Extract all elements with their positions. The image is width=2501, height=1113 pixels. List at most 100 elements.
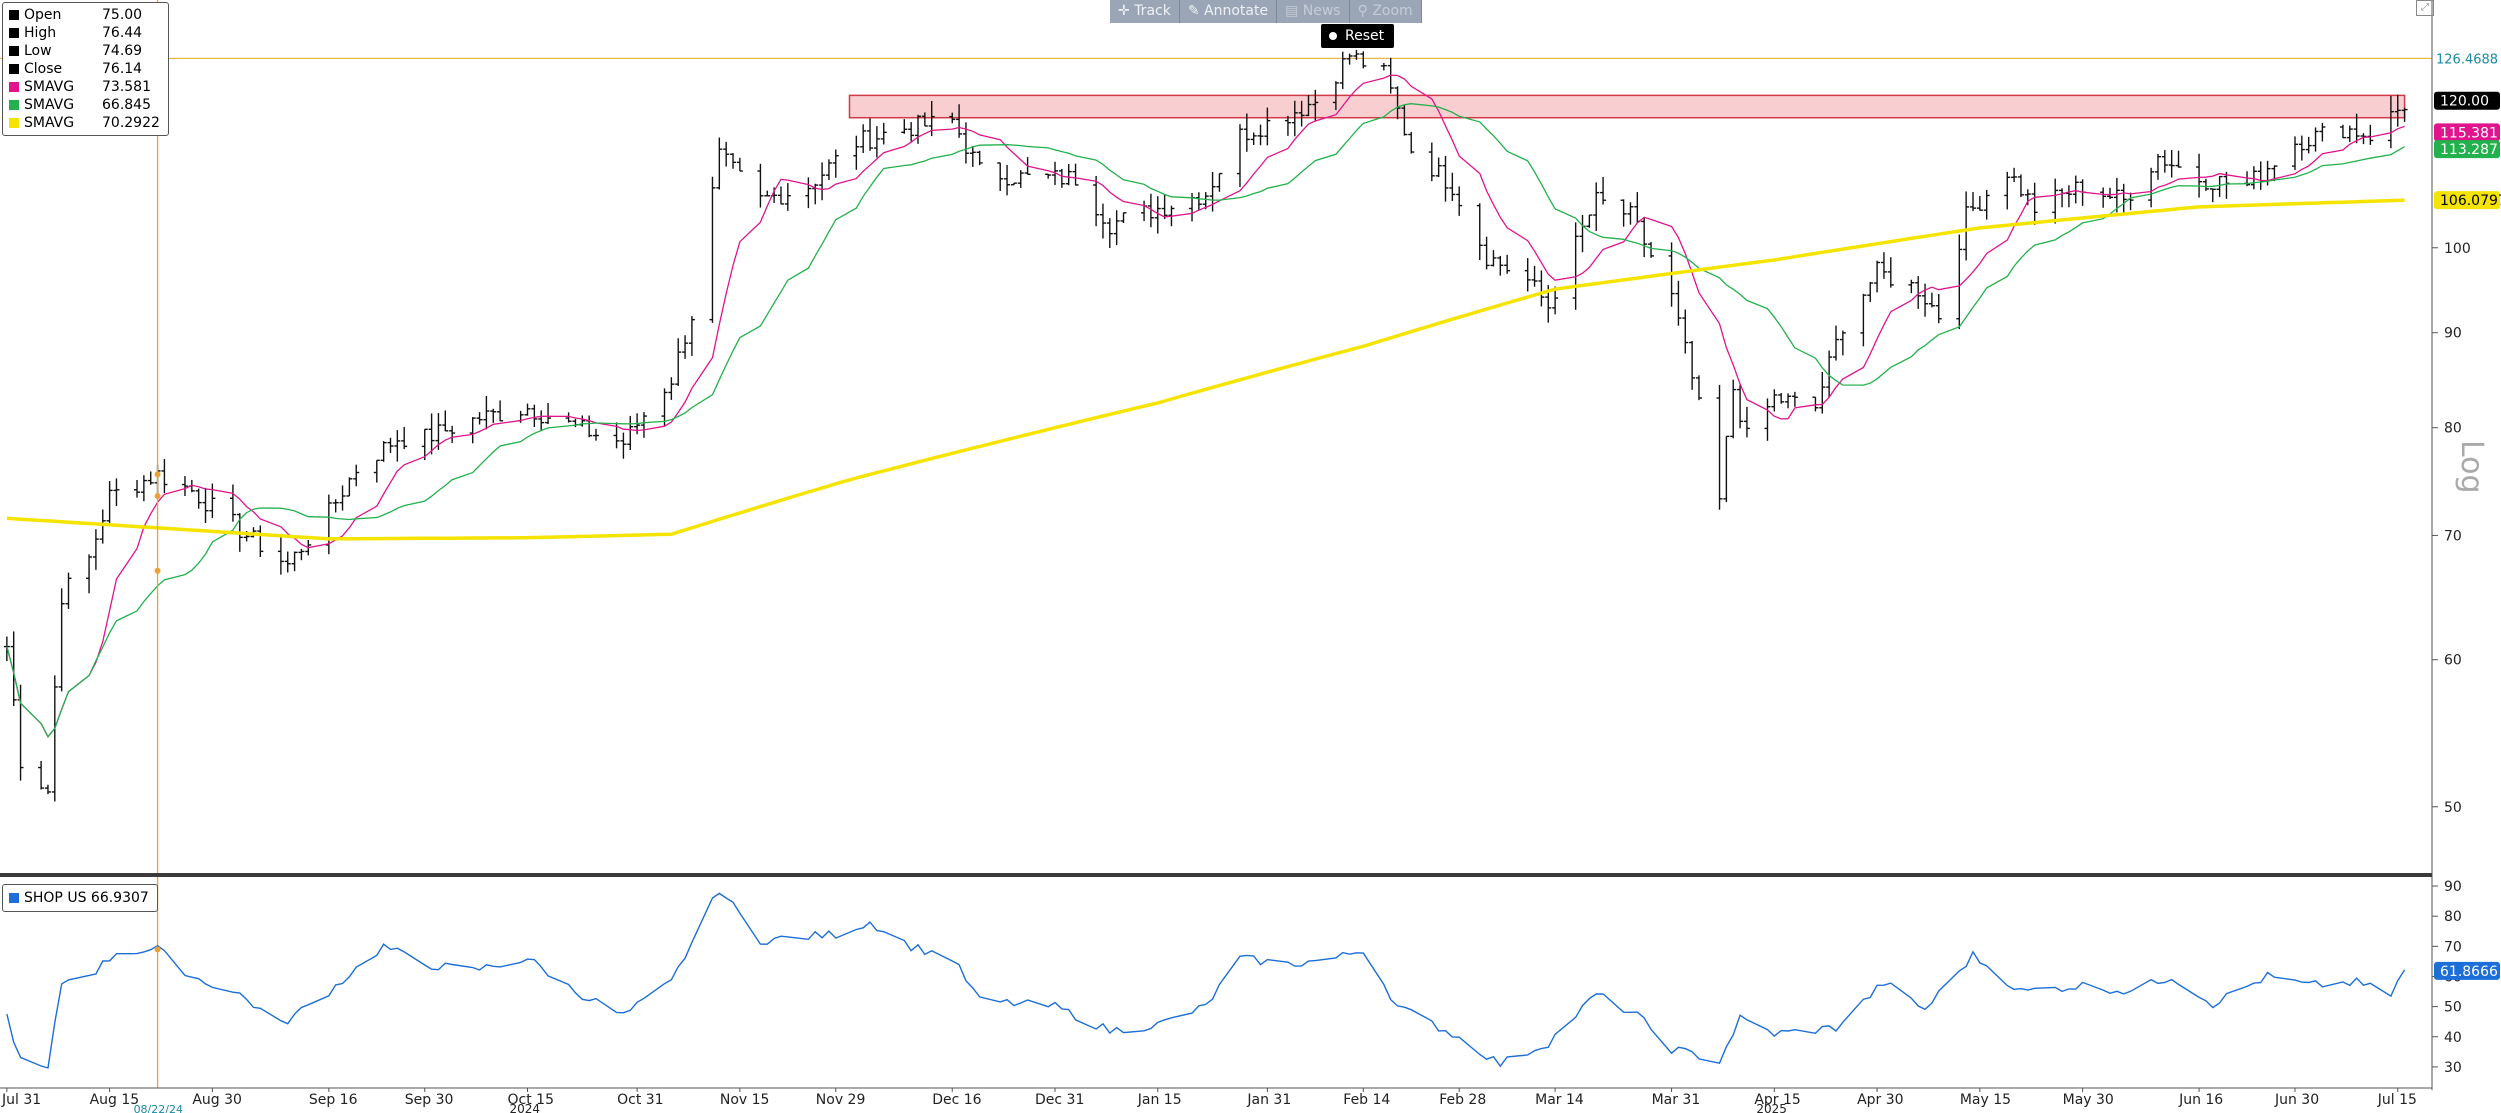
price-label-text: 115.381 — [2440, 125, 2498, 141]
legend-label: Open — [24, 7, 62, 23]
price-label-tag — [2434, 191, 2500, 210]
track-button[interactable]: ✛ Track — [1110, 0, 1180, 23]
sma-slow-line[interactable] — [6, 198, 2405, 541]
time-tick-label: Jun 16 — [2178, 1092, 2223, 1108]
price-label-text: 113.287 — [2440, 142, 2498, 158]
news-button[interactable]: ▤ News — [1277, 0, 1350, 23]
rsi-tick-label: 90 — [2444, 879, 2462, 895]
sma-mid-line[interactable] — [6, 103, 2405, 738]
time-tick-label: Jul 31 — [1, 1092, 41, 1108]
time-tick-label: May 30 — [2063, 1092, 2114, 1108]
legend-value: 70.2922 — [102, 115, 160, 131]
time-tick-label: Jan 31 — [1246, 1092, 1291, 1108]
legend-value: 76.44 — [102, 25, 143, 41]
reset-button[interactable]: Reset — [1321, 24, 1395, 48]
crosshair-icon: ✛ — [1118, 3, 1135, 19]
rsi-line[interactable] — [6, 892, 2406, 1069]
legend-row: SMAVG 73.581 — [9, 78, 160, 96]
year-label: 2024 — [510, 1102, 541, 1113]
zoom-button[interactable]: ⚲ Zoom — [1349, 0, 1422, 23]
legend-swatch — [9, 118, 19, 128]
resistance-zone[interactable] — [848, 94, 2406, 119]
panel-divider[interactable] — [0, 873, 2432, 877]
legend-label: SMAVG — [24, 97, 75, 113]
chart-toolbar: ✛ Track ✎ Annotate ▤ News ⚲ Zoom — [1110, 0, 1422, 23]
legend-label: Low — [24, 43, 52, 59]
annotate-button[interactable]: ✎ Annotate — [1179, 0, 1278, 23]
price-label-text: 120.00 — [2440, 94, 2489, 110]
crosshair-date-label: 08/22/24 — [134, 1103, 183, 1113]
legend-swatch — [9, 10, 19, 20]
legend-label: SHOP US — [24, 890, 87, 906]
legend-swatch — [9, 893, 19, 903]
price-label-tag — [2434, 140, 2500, 159]
crosshair-marker — [154, 493, 161, 500]
price-tick-label: 60 — [2444, 653, 2462, 669]
time-tick-label: May 15 — [1960, 1092, 2011, 1108]
rsi-legend: SHOP US 66.9307 — [2, 884, 158, 912]
rsi-last-tag — [2434, 961, 2500, 980]
crosshair-marker — [154, 567, 161, 574]
rsi-tick-label: 50 — [2444, 1000, 2462, 1016]
time-tick-label: Nov 15 — [720, 1092, 770, 1108]
legend-value: 73.581 — [102, 79, 151, 95]
time-tick-label: Aug 15 — [90, 1092, 140, 1108]
reset-icon — [1329, 32, 1337, 40]
time-tick-label: Apr 15 — [1754, 1092, 1800, 1108]
rsi-tick-label: 30 — [2444, 1060, 2462, 1076]
time-tick-label: Feb 28 — [1439, 1092, 1486, 1108]
legend-swatch — [9, 82, 19, 92]
legend-value: 76.14 — [102, 61, 143, 77]
ohlc-legend: Open 75.00 High 76.44 Low 74.69 Close 76.14 SMAV… — [2, 2, 169, 136]
time-tick-label: Oct 31 — [617, 1092, 663, 1108]
legend-label: SMAVG — [24, 115, 75, 131]
magnifier-icon: ⚲ — [1357, 3, 1373, 19]
legend-value: 74.69 — [102, 43, 143, 59]
horizontal-level-label: 126.4688 — [2436, 52, 2498, 67]
price-label-tag — [2434, 123, 2500, 142]
time-tick-label: Dec 31 — [1035, 1092, 1084, 1108]
rsi-last-text: 61.8666 — [2440, 964, 2498, 980]
pencil-icon: ✎ — [1187, 3, 1205, 19]
price-tick-label: 90 — [2444, 326, 2462, 342]
price-label-tag — [2434, 91, 2500, 110]
time-tick-label: Sep 16 — [309, 1092, 358, 1108]
time-tick-label: Jul 15 — [2377, 1092, 2417, 1108]
price-tick-label: 70 — [2444, 528, 2462, 544]
legend-row: High 76.44 — [9, 24, 160, 42]
legend-label: Close — [24, 61, 63, 77]
legend-swatch — [9, 100, 19, 110]
legend-value: 66.9307 — [90, 890, 149, 906]
legend-label: High — [24, 25, 57, 41]
legend-row: SMAVG 70.2922 — [9, 114, 160, 132]
time-tick-label: Dec 16 — [932, 1092, 981, 1108]
time-tick-label: Oct 15 — [508, 1092, 554, 1108]
sma-fast-line[interactable] — [6, 74, 2405, 738]
price-tick-label: 50 — [2444, 800, 2462, 816]
time-tick-label: Jan 15 — [1137, 1092, 1182, 1108]
rsi-tick-label: 80 — [2444, 909, 2462, 925]
price-tick-label: 100 — [2444, 241, 2471, 257]
legend-row: Close 76.14 — [9, 60, 160, 78]
crosshair-marker — [154, 946, 161, 953]
rsi-tick-label: 70 — [2444, 939, 2462, 955]
year-label: 2025 — [1756, 1102, 1787, 1113]
legend-row: SMAVG 66.845 — [9, 96, 160, 114]
time-tick-label: Apr 30 — [1857, 1092, 1903, 1108]
price-tick-label: 80 — [2444, 421, 2462, 437]
time-tick-label: Jun 30 — [2274, 1092, 2319, 1108]
legend-swatch — [9, 28, 19, 38]
legend-swatch — [9, 64, 19, 74]
time-tick-label: Mar 14 — [1535, 1092, 1584, 1108]
crosshair-marker — [154, 471, 161, 478]
time-tick-label: Mar 31 — [1652, 1092, 1701, 1108]
rsi-tick-label: 40 — [2444, 1030, 2462, 1046]
expand-icon[interactable]: ⤢ — [2416, 0, 2434, 16]
time-tick-label: Aug 30 — [192, 1092, 242, 1108]
news-icon: ▤ — [1285, 3, 1303, 19]
legend-value: 66.845 — [102, 97, 151, 113]
legend-row: Open 75.00 — [9, 6, 160, 24]
time-tick-label: Sep 30 — [405, 1092, 454, 1108]
legend-value: 75.00 — [102, 7, 143, 23]
